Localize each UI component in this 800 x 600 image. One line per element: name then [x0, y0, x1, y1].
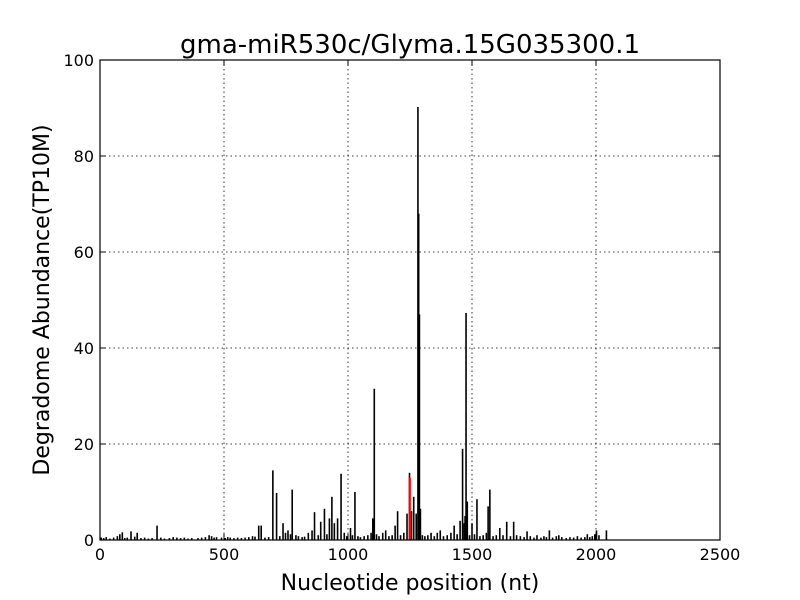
y-tick-label: 80: [74, 147, 94, 166]
bar-series: [100, 107, 608, 540]
y-tick-label: 60: [74, 243, 94, 262]
y-axis-label: Degradome Abundance(TP10M): [30, 124, 55, 475]
x-tick-label: 2500: [700, 545, 741, 564]
axis-ticks: 0 500 1000 1500 2000 2500 0 20 40 60 80 100: [63, 51, 740, 564]
x-tick-label: 500: [209, 545, 240, 564]
grid-lines: [100, 60, 720, 540]
x-tick-label: 1000: [328, 545, 369, 564]
y-tick-label: 100: [63, 51, 94, 70]
y-tick-label: 40: [74, 339, 94, 358]
x-tick-label: 2000: [576, 545, 617, 564]
x-tick-label: 0: [95, 545, 105, 564]
x-axis-label: Nucleotide position (nt): [281, 571, 540, 596]
x-tick-label: 1500: [452, 545, 493, 564]
y-tick-label: 20: [74, 435, 94, 454]
plot-area-frame: [99, 59, 721, 541]
y-tick-label: 0: [84, 531, 94, 550]
chart-title: gma-miR530c/Glyma.15G035300.1: [180, 30, 640, 60]
